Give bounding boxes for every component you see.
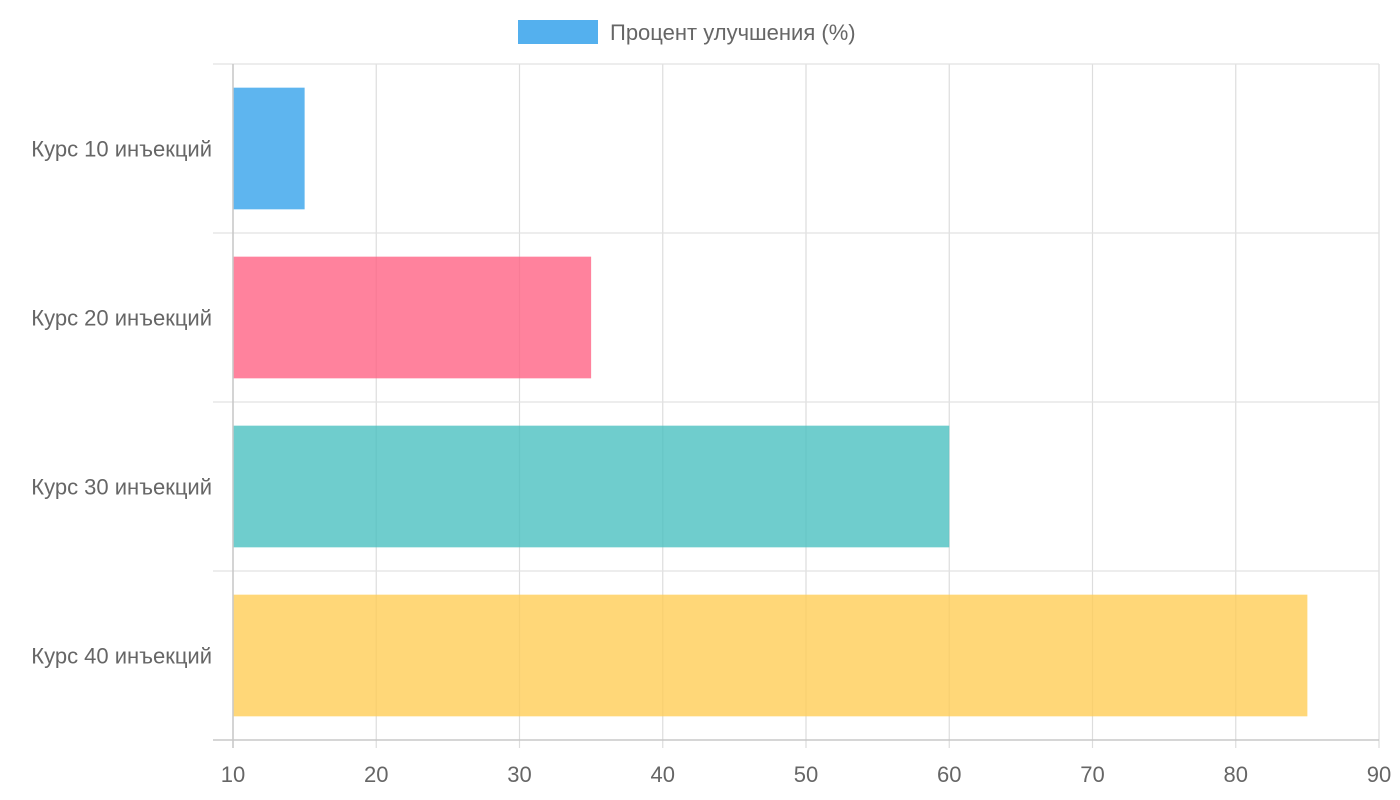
x-tick-label: 30 <box>507 762 531 787</box>
legend-label: Процент улучшения (%) <box>610 20 856 45</box>
x-tick-label: 20 <box>364 762 388 787</box>
x-tick-label: 60 <box>937 762 961 787</box>
grid-lines <box>213 63 1380 748</box>
bar[interactable] <box>233 256 592 379</box>
x-tick-label: 80 <box>1224 762 1248 787</box>
legend[interactable]: Процент улучшения (%) <box>518 20 856 45</box>
bar[interactable] <box>233 594 1308 717</box>
category-labels: Курс 10 инъекций Курс 20 инъекций Курс 30 … <box>31 137 212 669</box>
category-label: Курс 10 инъекций <box>31 137 212 162</box>
x-tick-label: 50 <box>794 762 818 787</box>
x-tick-label: 70 <box>1080 762 1104 787</box>
bar[interactable] <box>233 425 950 548</box>
x-tick-labels: 10 20 30 40 50 60 70 80 90 <box>221 762 1391 787</box>
x-tick-label: 90 <box>1367 762 1391 787</box>
bar[interactable] <box>233 87 305 210</box>
category-label: Курс 40 инъекций <box>31 644 212 669</box>
x-tick-label: 40 <box>651 762 675 787</box>
legend-swatch <box>518 20 598 44</box>
category-label: Курс 30 инъекций <box>31 475 212 500</box>
x-tick-label: 10 <box>221 762 245 787</box>
bars <box>233 87 1308 717</box>
category-label: Курс 20 инъекций <box>31 306 212 331</box>
